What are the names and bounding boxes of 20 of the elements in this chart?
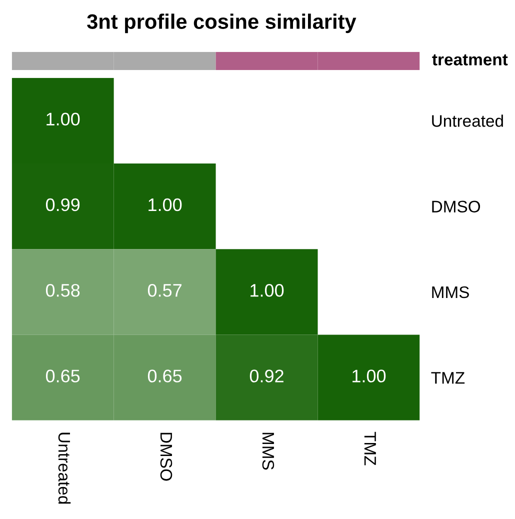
data-label: 1.00 xyxy=(250,284,284,297)
y-tick-label: MMS xyxy=(432,286,469,298)
data-label: 0.92 xyxy=(250,370,284,382)
x-tick-label: Untreated xyxy=(58,432,71,504)
y-tick-label: DMSO xyxy=(432,200,480,213)
data-label: 0.58 xyxy=(46,284,80,297)
x-tick-label: MMS xyxy=(262,432,274,470)
x-tick-label: DMSO xyxy=(160,432,172,481)
data-label: 1.00 xyxy=(46,112,80,126)
y-tick-label: TMZ xyxy=(431,372,465,384)
text: treatment xyxy=(432,54,508,66)
chart-title: 3nt profile cosine similarity xyxy=(87,14,356,34)
data-label: 0.99 xyxy=(46,198,80,212)
data-label: 1.00 xyxy=(148,198,182,212)
data-label: 0.65 xyxy=(148,370,182,382)
data-label: 0.65 xyxy=(46,370,80,382)
y-tick-label: Untreated xyxy=(432,114,503,127)
data-label: 1.00 xyxy=(352,370,386,382)
data-label: 0.57 xyxy=(148,284,182,297)
x-tick-label: TMZ xyxy=(364,432,376,466)
